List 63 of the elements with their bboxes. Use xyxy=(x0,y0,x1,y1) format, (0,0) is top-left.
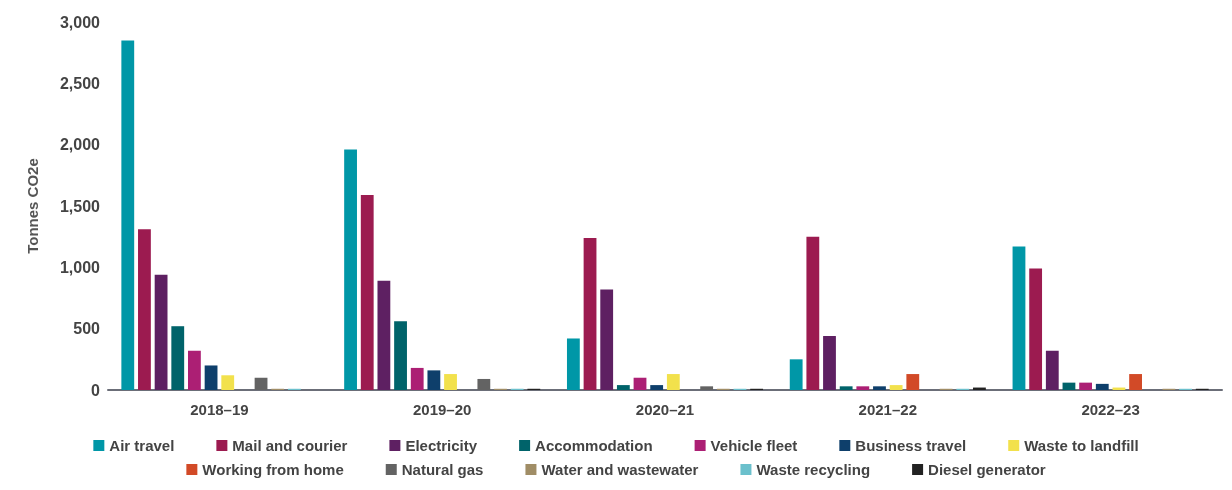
bar xyxy=(806,236,820,390)
legend-label: Waste recycling xyxy=(756,461,871,478)
bar xyxy=(616,385,630,390)
bar xyxy=(889,385,903,390)
y-tick-label: 2,000 xyxy=(59,136,101,154)
bar xyxy=(906,374,920,390)
bar xyxy=(171,326,185,390)
y-tick-label: 2,500 xyxy=(59,74,101,92)
y-tick-label: 1,500 xyxy=(59,197,101,215)
bar xyxy=(427,370,441,390)
legend-label: Water and wastewater xyxy=(541,461,699,478)
bar xyxy=(204,365,218,390)
bar xyxy=(377,280,391,390)
bar xyxy=(121,40,135,390)
legend-label: Accommodation xyxy=(535,437,653,454)
bar xyxy=(1029,268,1043,390)
legend-label: Waste to landfill xyxy=(1024,437,1139,454)
bar xyxy=(1045,350,1059,390)
bar xyxy=(1129,374,1142,390)
x-tick-label: 2019–20 xyxy=(413,401,472,418)
bar xyxy=(1079,382,1093,390)
legend-label: Working from home xyxy=(202,461,344,478)
bar xyxy=(566,338,580,390)
y-tick-label: 3,000 xyxy=(59,13,101,31)
bar xyxy=(856,386,870,390)
bar xyxy=(188,350,201,390)
bar xyxy=(394,321,407,390)
bar xyxy=(700,386,714,390)
bar xyxy=(1012,246,1026,390)
bar xyxy=(154,274,168,390)
y-tick-label: 1,000 xyxy=(59,258,101,276)
legend-label: Air travel xyxy=(109,437,175,454)
y-tick-label: 500 xyxy=(73,320,101,338)
bar xyxy=(1095,383,1109,390)
legend-label: Natural gas xyxy=(401,461,484,478)
bar xyxy=(344,149,357,390)
x-tick-label: 2020–21 xyxy=(635,401,695,418)
bar xyxy=(650,385,664,390)
bar xyxy=(600,289,614,390)
bar xyxy=(444,374,457,390)
bar xyxy=(666,374,680,390)
x-tick-label: 2018–19 xyxy=(190,401,249,418)
bar xyxy=(633,377,647,390)
legend-label: Mail and courier xyxy=(232,437,348,454)
x-tick-label: 2022–23 xyxy=(1081,401,1140,418)
y-axis-title: Tonnes CO2e xyxy=(24,158,41,254)
bar xyxy=(360,194,374,390)
bar xyxy=(477,378,491,390)
legend-label: Business travel xyxy=(855,437,967,454)
bar xyxy=(823,336,836,390)
bar xyxy=(410,367,424,390)
legend-label: Diesel generator xyxy=(928,461,1046,478)
bar xyxy=(839,386,853,390)
bar xyxy=(873,386,886,390)
bar xyxy=(138,229,151,390)
bar xyxy=(789,359,803,390)
bar xyxy=(583,237,597,390)
bar xyxy=(254,377,268,390)
legend-label: Vehicle fleet xyxy=(710,437,798,454)
legend-label: Electricity xyxy=(405,437,478,454)
x-tick-label: 2021–22 xyxy=(858,401,917,418)
bar xyxy=(221,375,235,390)
y-tick-label: 0 xyxy=(91,381,101,399)
